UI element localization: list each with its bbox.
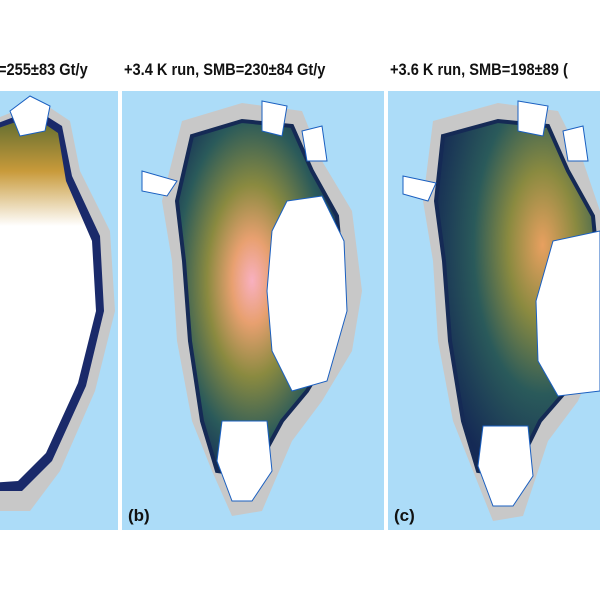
unchanged-ice-region <box>266 195 348 392</box>
panel-title-c: +3.6 K run, SMB=198±89 ( <box>390 60 568 79</box>
panel-label-c: (c) <box>394 506 415 525</box>
greenland-map-b <box>141 100 362 516</box>
ice-sheet <box>0 116 96 483</box>
map-panel-b: (b) <box>122 91 384 530</box>
greenland-map-a <box>0 95 115 511</box>
northern-coast-area <box>9 95 51 137</box>
greenland-map-c <box>402 100 600 521</box>
northern-islands <box>402 100 589 202</box>
map-panel-c: (c) <box>388 91 600 530</box>
panel-title-a: =255±83 Gt/y <box>0 60 88 79</box>
panel-label-b: (b) <box>128 506 150 525</box>
panel-title-b: +3.4 K run, SMB=230±84 Gt/y <box>124 60 326 79</box>
northern-islands <box>141 100 328 197</box>
southern-ice <box>477 425 534 507</box>
map-panel-a <box>0 91 118 530</box>
southern-ice <box>216 420 273 502</box>
unchanged-ice-region <box>535 230 600 397</box>
